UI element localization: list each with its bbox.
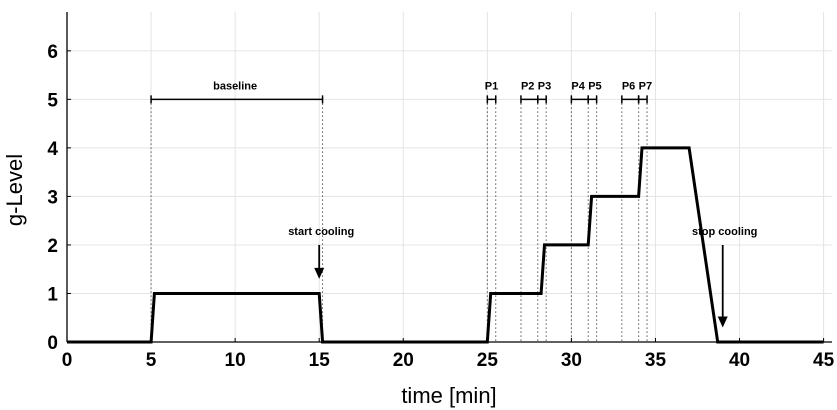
period-brackets: baseline P1 P2 P3 P4 P5 P6 P7	[150, 80, 652, 104]
x-tick-labels: 0 5 10 15 20 25 30 35 40 45	[62, 338, 835, 371]
x-tick-label: 30	[561, 350, 582, 371]
y-axis-title: g-Level	[2, 154, 27, 226]
arrow-label: stop cooling	[692, 226, 757, 238]
x-tick-label: 0	[62, 350, 73, 371]
x-tick-label: 10	[225, 350, 246, 371]
y-tick-label: 0	[47, 333, 58, 354]
x-tick-label: 20	[393, 350, 414, 371]
x-tick-label: 40	[729, 350, 750, 371]
y-tick-label: 1	[47, 284, 58, 305]
arrow-head	[717, 316, 728, 328]
bracket-label: baseline	[213, 80, 257, 92]
x-axis-title: time [min]	[401, 383, 496, 408]
g-level-series-line	[67, 146, 824, 344]
y-tick-label: 6	[47, 42, 58, 63]
bracket-label: P3	[538, 80, 551, 92]
bracket-label: P2	[521, 80, 534, 92]
annotation-arrows: start cooling stop cooling	[288, 226, 757, 328]
arrow-label: start cooling	[288, 226, 354, 238]
bracket-label: P4	[571, 80, 585, 92]
reference-lines	[150, 99, 648, 342]
x-tick-label: 45	[813, 350, 835, 371]
y-tick-label: 4	[47, 139, 58, 160]
y-tick-label: 3	[47, 187, 58, 208]
bracket-label: P7	[639, 80, 652, 92]
bracket-label: P1	[485, 80, 498, 92]
x-tick-label: 15	[309, 350, 331, 371]
y-tick-label: 5	[47, 90, 58, 111]
x-tick-label: 5	[146, 350, 157, 371]
x-tick-label: 25	[477, 350, 499, 371]
bracket-label: P6	[622, 80, 635, 92]
arrow-head	[314, 267, 325, 279]
y-tick-label: 2	[47, 236, 58, 257]
x-tick-label: 35	[645, 350, 667, 371]
series	[67, 146, 824, 344]
bracket-label: P5	[588, 80, 601, 92]
